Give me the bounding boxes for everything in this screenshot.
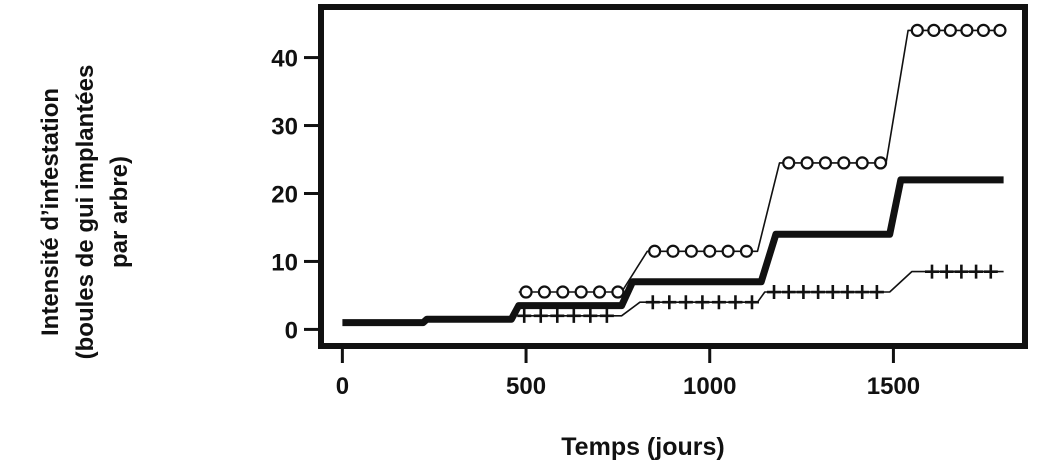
y-axis-label-line-3: par arbre) — [106, 156, 133, 268]
plot-frame — [318, 4, 1028, 349]
series-2-point-8 — [678, 295, 693, 310]
y-axis-label-line-2: (boules de gui implantées — [72, 65, 99, 360]
y-axis-label-line-1: Intensité d’infestation — [37, 88, 64, 336]
series-1-point-19 — [927, 23, 941, 37]
series-2-point-23 — [954, 264, 969, 279]
series-1-point-9 — [703, 244, 717, 258]
series-2-point-18 — [840, 285, 855, 300]
axis-ticks: 0 500 1000 1500 0 10 20 30 40 — [271, 46, 920, 400]
series-1-point-20 — [943, 23, 957, 37]
series-2-point-1 — [533, 308, 548, 323]
series-1-point-17 — [873, 156, 888, 170]
x-tick-label-1: 500 — [506, 373, 546, 400]
series-1-point-5 — [611, 285, 625, 299]
series-2-point-11 — [728, 295, 743, 310]
series-0-line — [342, 176, 1004, 327]
series-2-line — [518, 270, 1004, 317]
series-1-point-3 — [574, 285, 588, 299]
series-2-point-6 — [645, 295, 660, 310]
series-1-point-18 — [910, 23, 924, 37]
series-layer — [342, 23, 1007, 327]
series-1-point-0 — [519, 285, 533, 299]
series-2-point-3 — [566, 308, 581, 323]
series-1-point-8 — [684, 244, 698, 258]
series-1-point-11 — [739, 244, 754, 258]
y-tick-label-1: 10 — [271, 249, 298, 276]
series-1-point-10 — [721, 244, 735, 258]
x-axis-label: Temps (jours) — [561, 433, 724, 461]
y-tick-label-2: 20 — [271, 181, 298, 208]
series-1-point-22 — [976, 23, 991, 37]
series-1-point-7 — [666, 244, 680, 258]
series-2-point-0 — [517, 308, 532, 323]
series-2-point-12 — [744, 295, 759, 310]
series-2-point-24 — [969, 264, 984, 279]
y-tick-label-3: 30 — [271, 114, 298, 141]
series-2-point-2 — [550, 308, 565, 323]
y-axis-label: Intensité d’infestation (boules de gui i… — [37, 65, 133, 360]
series-2-point-7 — [662, 295, 677, 310]
series-1-point-4 — [592, 285, 607, 299]
x-tick-label-2: 1000 — [683, 373, 736, 400]
series-1-line — [518, 29, 1004, 293]
series-1-point-15 — [837, 156, 851, 170]
series-2-point-15 — [796, 285, 811, 300]
x-tick-label-3: 1500 — [867, 373, 920, 400]
series-1-point-12 — [782, 156, 796, 170]
series-1-point-14 — [818, 156, 833, 170]
series-1-point-13 — [800, 156, 814, 170]
series-2-point-21 — [924, 264, 939, 279]
series-1-point-2 — [556, 285, 570, 299]
x-tick-label-0: 0 — [336, 373, 349, 400]
series-2-point-17 — [825, 285, 840, 300]
series-2-point-16 — [811, 285, 826, 300]
series-2-point-14 — [781, 285, 796, 300]
y-tick-label-0: 0 — [285, 317, 298, 344]
series-1-point-23 — [993, 23, 1007, 37]
series-2-point-4 — [583, 308, 598, 323]
series-1-point-21 — [960, 23, 974, 37]
series-1-point-1 — [537, 285, 552, 299]
series-2-point-20 — [869, 285, 884, 300]
y-tick-label-4: 40 — [271, 46, 298, 73]
series-1-point-16 — [855, 156, 869, 170]
series-2-point-19 — [855, 285, 870, 300]
series-1-point-6 — [648, 244, 662, 258]
series-2-point-9 — [695, 295, 710, 310]
series-2-point-10 — [711, 295, 726, 310]
series-2-point-13 — [767, 285, 782, 300]
series-2-point-22 — [939, 264, 954, 279]
series-2-point-25 — [983, 264, 998, 279]
series-2-point-5 — [599, 308, 614, 323]
